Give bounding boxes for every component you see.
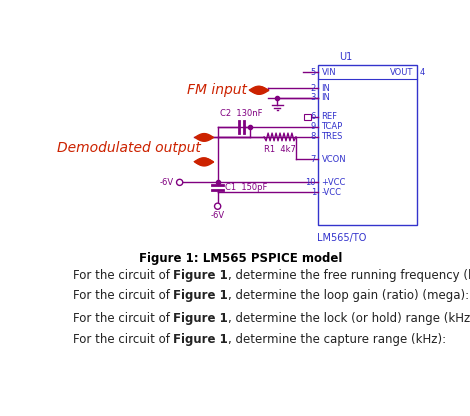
Text: IN: IN xyxy=(321,93,330,102)
Bar xyxy=(318,65,417,225)
Text: 2: 2 xyxy=(311,84,316,93)
Text: LM565/TO: LM565/TO xyxy=(317,233,366,243)
Text: R1  4k7: R1 4k7 xyxy=(264,145,296,154)
Text: FM input: FM input xyxy=(187,83,247,97)
Text: VCON: VCON xyxy=(321,155,346,164)
Text: 4: 4 xyxy=(419,68,424,77)
Text: , determine the free running frequency (kHz):: , determine the free running frequency (… xyxy=(228,270,470,282)
Text: , determine the loop gain (ratio) (mega):: , determine the loop gain (ratio) (mega)… xyxy=(228,289,469,302)
Text: Figure 1: Figure 1 xyxy=(173,270,228,282)
Text: 6: 6 xyxy=(311,112,316,121)
Text: For the circuit of: For the circuit of xyxy=(73,312,173,325)
Text: TCAP: TCAP xyxy=(321,122,343,131)
Text: Demodulated output: Demodulated output xyxy=(56,141,200,156)
Text: , determine the lock (or hold) range (kHz):: , determine the lock (or hold) range (kH… xyxy=(228,312,470,325)
Text: VIN: VIN xyxy=(321,68,336,77)
Text: +VCC: +VCC xyxy=(321,178,346,187)
Circle shape xyxy=(214,203,221,209)
Text: 8: 8 xyxy=(311,132,316,141)
Text: IN: IN xyxy=(321,84,330,93)
Text: For the circuit of: For the circuit of xyxy=(73,333,173,346)
Text: For the circuit of: For the circuit of xyxy=(73,289,173,302)
Text: U1: U1 xyxy=(339,52,352,62)
Text: Figure 1: Figure 1 xyxy=(173,333,228,346)
Circle shape xyxy=(177,179,183,186)
Text: VOUT: VOUT xyxy=(390,68,414,77)
Text: Figure 1: Figure 1 xyxy=(173,312,228,325)
Text: , determine the capture range (kHz):: , determine the capture range (kHz): xyxy=(228,333,446,346)
Text: 5: 5 xyxy=(311,68,316,77)
Text: 1: 1 xyxy=(311,188,316,197)
Text: 9: 9 xyxy=(311,122,316,131)
Text: REF: REF xyxy=(321,112,337,121)
Text: Figure 1: LM565 PSPICE model: Figure 1: LM565 PSPICE model xyxy=(139,253,343,265)
Text: For the circuit of: For the circuit of xyxy=(73,270,173,282)
Text: C2  130nF: C2 130nF xyxy=(220,109,263,119)
Text: -6V: -6V xyxy=(211,211,225,220)
Bar xyxy=(305,114,311,120)
Text: Figure 1: Figure 1 xyxy=(173,289,228,302)
Text: -6V: -6V xyxy=(159,178,173,187)
Text: -VCC: -VCC xyxy=(321,188,342,197)
Text: 7: 7 xyxy=(311,155,316,164)
Text: 3: 3 xyxy=(311,93,316,102)
Text: C1  150pF: C1 150pF xyxy=(226,183,268,192)
Text: TRES: TRES xyxy=(321,132,343,141)
Text: 10: 10 xyxy=(306,178,316,187)
